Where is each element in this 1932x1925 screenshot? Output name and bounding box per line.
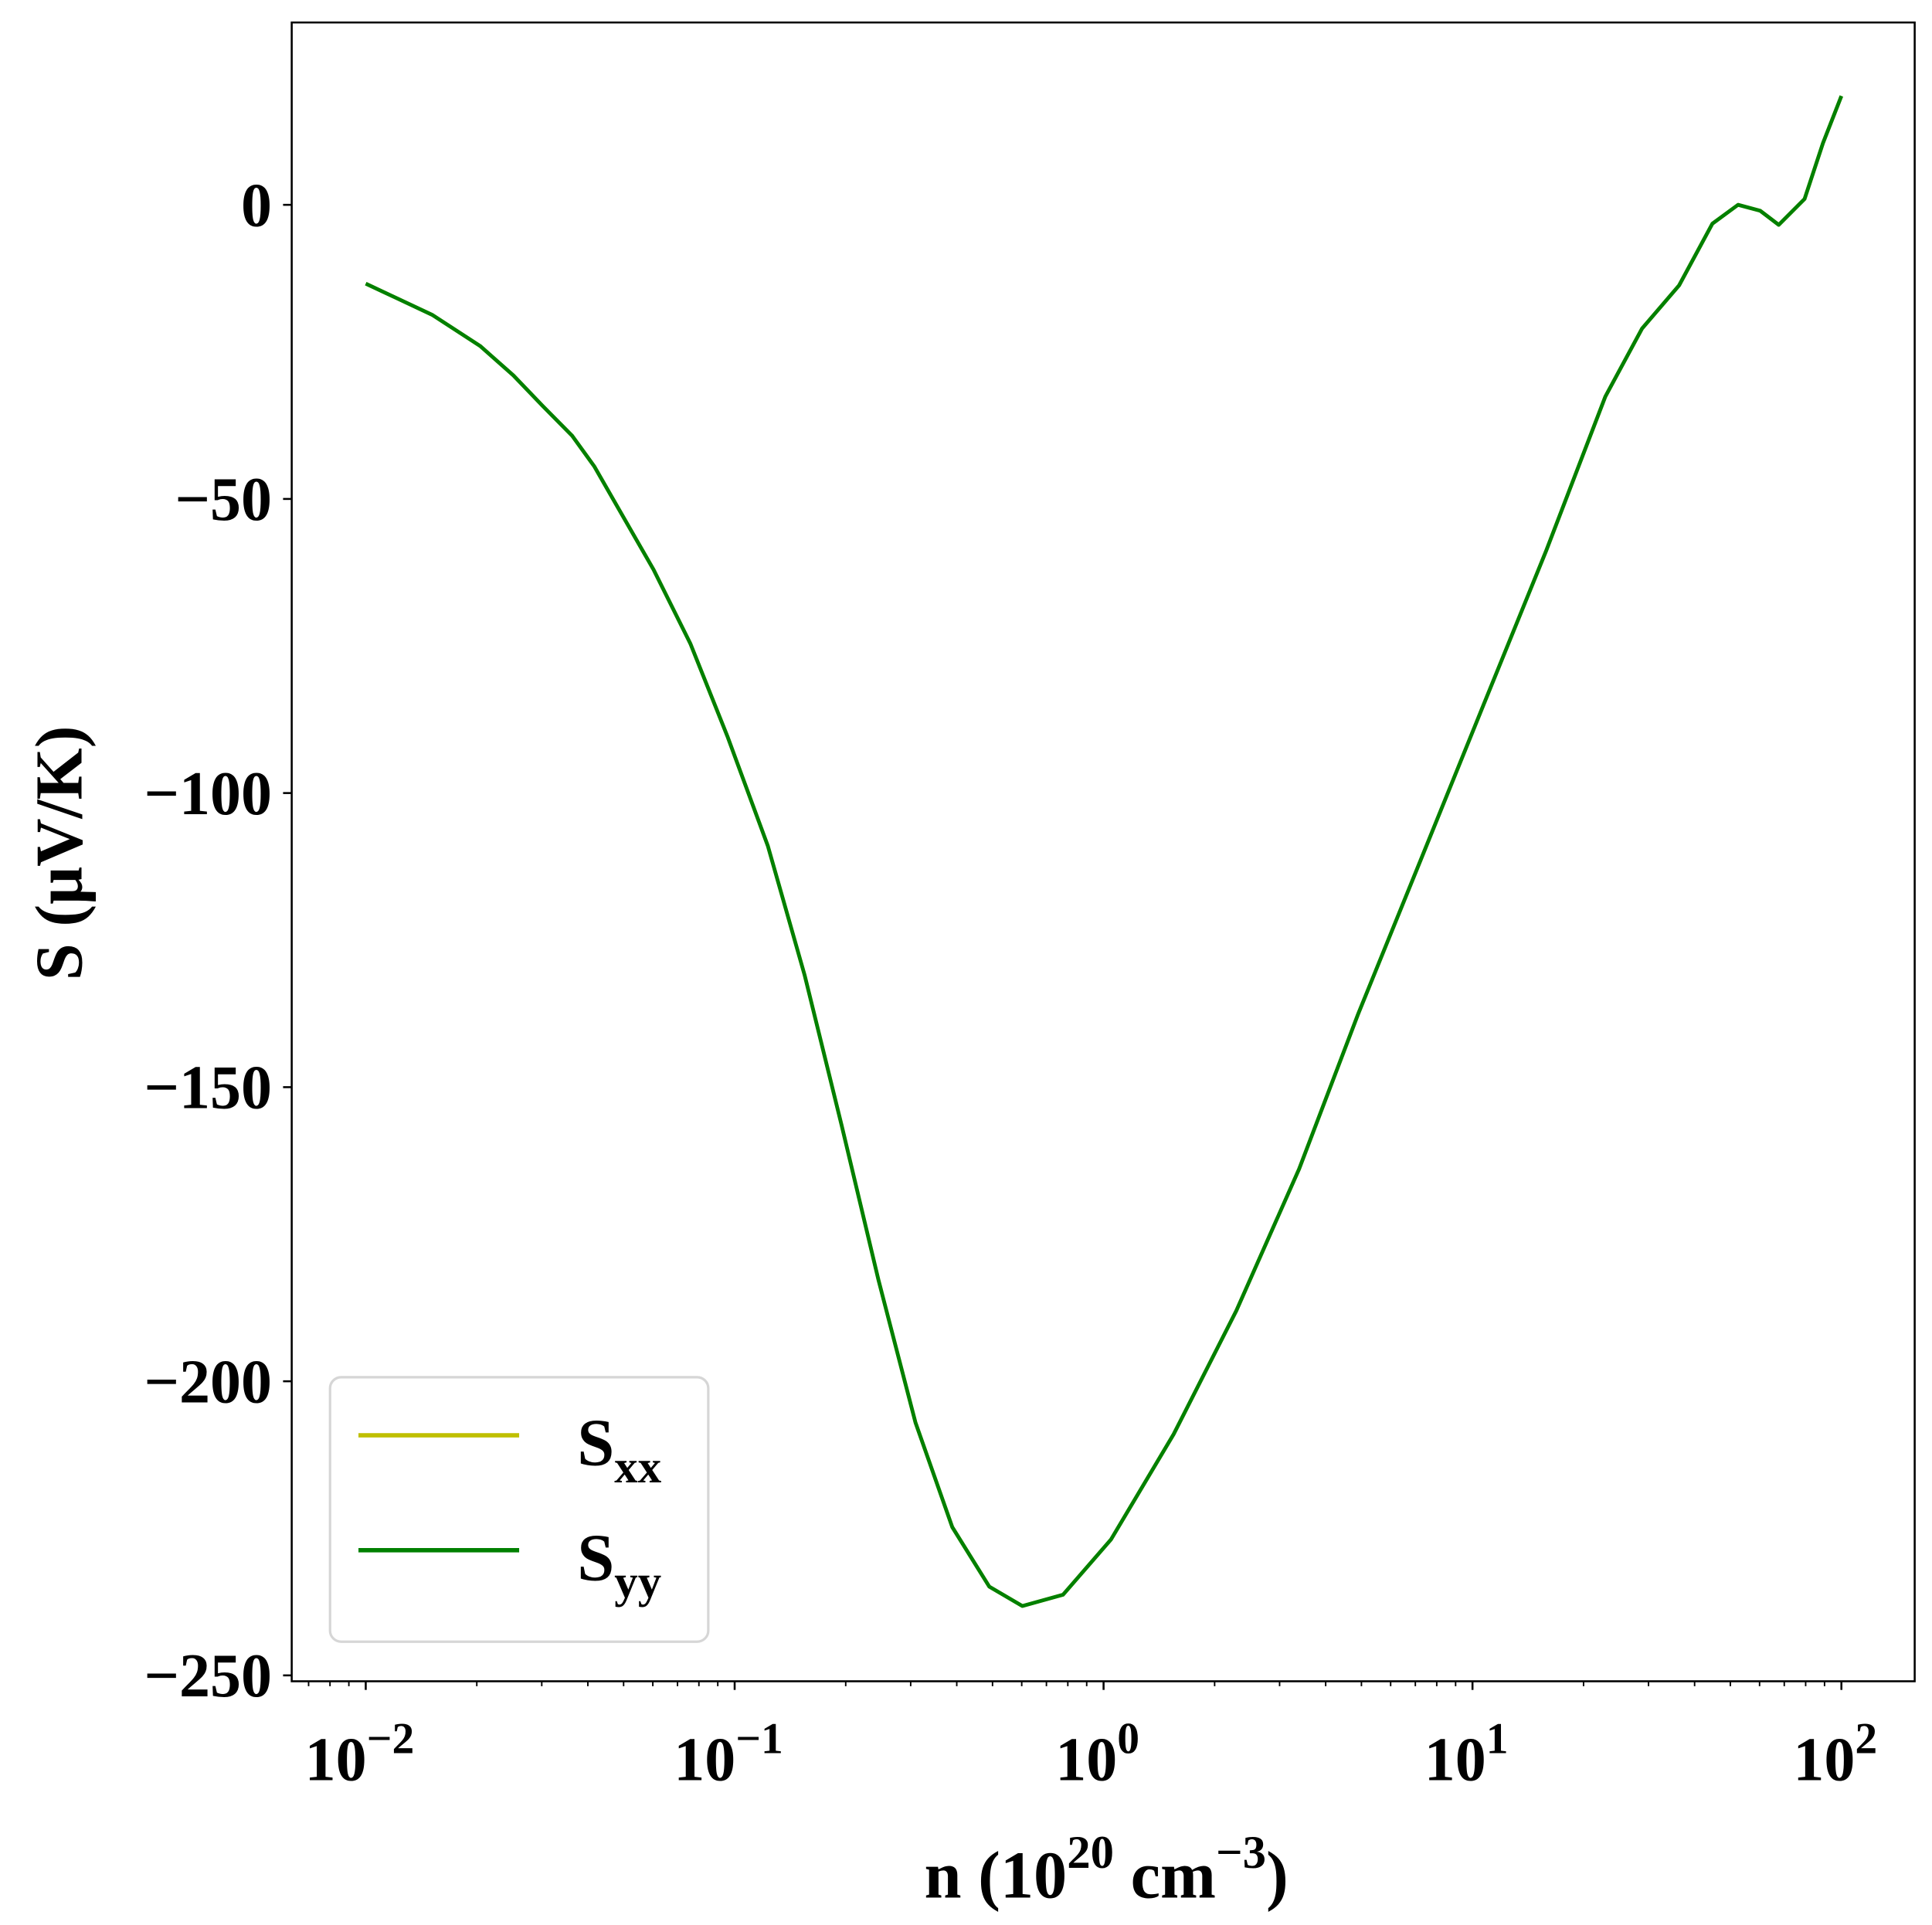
x-axis-label-sup2: −3	[1216, 1827, 1266, 1879]
y-tick-label: −250	[144, 1642, 272, 1710]
legend-label-sxx-sub: xx	[614, 1441, 661, 1493]
x-tick-label: 10−2	[305, 1714, 415, 1794]
x-tick-label: 10−1	[674, 1714, 783, 1794]
y-tick-label: −200	[144, 1348, 272, 1416]
y-tick-label: 0	[241, 171, 272, 239]
series-line-syy	[365, 95, 1843, 1608]
x-tick-label: 101	[1424, 1714, 1509, 1794]
x-tick-exp: 0	[1117, 1714, 1139, 1763]
x-tick-exp: 2	[1855, 1714, 1877, 1763]
x-tick-exp: −1	[735, 1714, 783, 1763]
plot-lines	[365, 95, 1843, 1608]
legend-label-syy: Syy	[577, 1520, 661, 1608]
x-tick-base: 10	[1424, 1726, 1486, 1794]
y-tick-label: −50	[175, 466, 272, 534]
x-tick-label: 100	[1055, 1714, 1139, 1794]
x-axis-label-sup: 20	[1067, 1827, 1114, 1879]
legend-frame	[328, 1376, 710, 1643]
x-tick-base: 10	[674, 1726, 735, 1794]
ticks	[283, 203, 1843, 1690]
x-axis-label-end: )	[1266, 1838, 1289, 1912]
legend-label-sxx: Sxx	[577, 1405, 661, 1492]
y-tick-label: −100	[144, 760, 272, 828]
legend-label-sxx-main: S	[577, 1405, 614, 1479]
legend: Sxx Syy	[328, 1376, 710, 1643]
x-tick-exp: −2	[367, 1714, 415, 1763]
x-axis-label-main: n (10	[924, 1838, 1067, 1912]
x-tick-label: 102	[1793, 1714, 1877, 1794]
x-tick-base: 10	[1793, 1726, 1855, 1794]
x-tick-base: 10	[305, 1726, 367, 1794]
y-tick-label: −150	[144, 1054, 272, 1122]
legend-label-syy-sub: yy	[614, 1557, 661, 1608]
x-axis-label: n (1020 cm−3)	[924, 1827, 1288, 1912]
y-axis-label: S (μV/K)	[22, 726, 97, 981]
x-tick-base: 10	[1055, 1726, 1117, 1794]
x-axis-label-mid: cm	[1114, 1838, 1216, 1912]
x-tick-exp: 1	[1486, 1714, 1509, 1763]
legend-label-syy-main: S	[577, 1520, 614, 1594]
